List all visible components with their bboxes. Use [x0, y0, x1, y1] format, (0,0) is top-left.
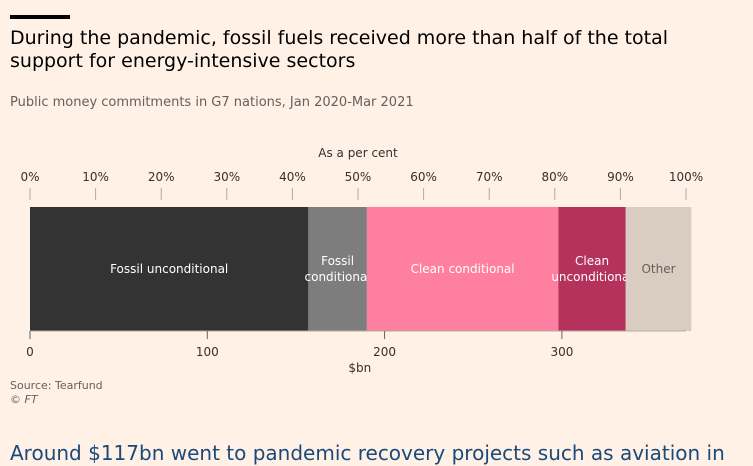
top-tick-label: 40%: [279, 170, 306, 184]
segment-label: Fossil unconditional: [110, 262, 228, 276]
chart-title: During the pandemic, fossil fuels receiv…: [10, 27, 668, 72]
top-tick-label: 80%: [541, 170, 568, 184]
segment-label: Other: [641, 262, 675, 276]
segment-label: Fossil conditional: [305, 254, 371, 284]
bar-segment: [366, 207, 559, 331]
ft-credit: © FT: [10, 393, 38, 406]
bottom-axis-title: $bn: [348, 361, 371, 375]
bar-segment: [30, 207, 309, 331]
bottom-tick-label: 300: [550, 345, 573, 359]
top-tick-label: 10%: [82, 170, 109, 184]
bar-segment: [308, 207, 367, 331]
top-tick-label: 20%: [148, 170, 175, 184]
bar-segment: [625, 207, 692, 331]
article-teaser-text: Around $117bn went to pandemic recovery …: [10, 441, 725, 465]
segment-label: Clean conditional: [411, 262, 515, 276]
bottom-tick-label: 0: [26, 345, 34, 359]
bottom-tick-label: 200: [373, 345, 396, 359]
top-tick-label: 90%: [607, 170, 634, 184]
top-tick-label: 0%: [20, 170, 39, 184]
bottom-tick-label: 100: [196, 345, 219, 359]
source-note: Source: Tearfund: [10, 379, 103, 392]
bar-segment: [558, 207, 626, 331]
top-tick-label: 60%: [410, 170, 437, 184]
header-rule: [10, 15, 70, 19]
top-tick-label: 100%: [669, 170, 703, 184]
segment-label: Clean unconditional: [551, 254, 632, 284]
chart-subtitle: Public money commitments in G7 nations, …: [10, 95, 414, 110]
top-tick-label: 70%: [476, 170, 503, 184]
top-axis-title: As a per cent: [318, 146, 398, 160]
top-tick-label: 50%: [345, 170, 372, 184]
top-tick-label: 30%: [213, 170, 240, 184]
